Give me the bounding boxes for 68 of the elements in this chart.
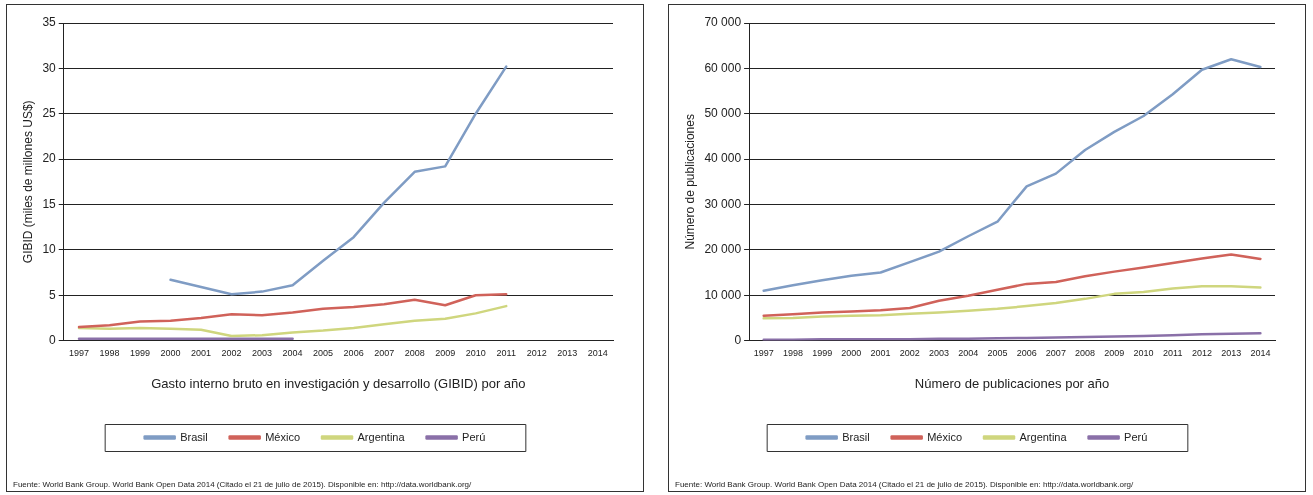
x-tick-label: 2003	[928, 348, 950, 359]
legend-label: México	[927, 430, 963, 443]
y-tick-label: 20 000	[704, 242, 742, 257]
x-tick-label: 2003	[252, 348, 273, 359]
y-tick-label: 25	[42, 106, 57, 121]
x-tick-label: 2004	[958, 348, 979, 359]
x-tick-label: 1998	[782, 348, 803, 359]
y-tick-label: 5	[49, 287, 57, 302]
x-tick-label: 2010	[1133, 348, 1154, 359]
y-axis-title: Número de publicaciones	[682, 114, 697, 250]
legend-label: Brasil	[842, 430, 870, 443]
text: World Bank Group. World Bank Open Data 2014 (Citado el 21 de julio de 2015). Disponible en: http://data.worldbank.org/	[42, 480, 472, 489]
x-tick-label: 2002	[221, 348, 242, 359]
x-tick-label: 2011	[496, 348, 516, 359]
y-tick-label: 10	[42, 242, 57, 257]
y-tick-label: 60 000	[704, 60, 742, 75]
x-tick-label: 2006	[343, 348, 364, 359]
x-tick-label: 2002	[899, 348, 920, 359]
x-tick-label: 2007	[374, 348, 395, 359]
x-tick-label: 2013	[557, 348, 578, 359]
legend-label: Argentina	[357, 430, 406, 443]
legend-label: Brasil	[180, 430, 208, 443]
legend-label: Perú	[462, 430, 486, 443]
y-tick-label: 15	[42, 196, 57, 211]
x-tick-label: 2014	[1250, 348, 1271, 359]
x-tick-label: 1999	[812, 348, 833, 359]
x-tick-label: 2013	[1221, 348, 1242, 359]
legend-label: Argentina	[1019, 430, 1068, 443]
x-tick-label: 2006	[1016, 348, 1037, 359]
y-tick-label: 50 000	[704, 106, 742, 121]
y-tick-label: 30 000	[704, 196, 742, 211]
x-tick-label: 2014	[587, 348, 608, 359]
x-tick-label: 2001	[191, 348, 212, 359]
y-tick-label: 35	[42, 15, 57, 30]
x-tick-label: 2012	[1191, 348, 1212, 359]
source-note: Fuente:	[675, 480, 703, 489]
y-tick-label: 0	[49, 332, 57, 347]
x-tick-label: 1998	[99, 348, 120, 359]
x-axis-title: Gasto interno bruto en investigación y desarrollo (GIBID) por año	[151, 375, 526, 391]
x-tick-label: 1997	[68, 348, 90, 359]
x-tick-label: 2009	[1104, 348, 1125, 359]
y-tick-label: 0	[734, 332, 742, 347]
x-tick-label: 2011	[1163, 348, 1183, 359]
x-tick-label: 2005	[987, 348, 1008, 359]
y-tick-label: 10 000	[704, 287, 742, 302]
x-axis-title: Número de publicaciones por año	[914, 375, 1110, 391]
x-tick-label: 2005	[313, 348, 334, 359]
y-tick-label: 70 000	[704, 15, 742, 30]
y-tick-label: 40 000	[704, 151, 742, 166]
x-tick-label: 2009	[435, 348, 456, 359]
text: World Bank Group. World Bank Open Data 2014 (Citado el 21 de julio de 2015). Disponible en: http://data.worldbank.org/	[704, 480, 1134, 489]
x-tick-label: 2001	[870, 348, 891, 359]
legend-label: Perú	[1124, 430, 1148, 443]
x-tick-label: 2008	[404, 348, 425, 359]
x-tick-label: 2012	[526, 348, 547, 359]
x-tick-label: 2008	[1075, 348, 1096, 359]
x-tick-label: 2000	[841, 348, 862, 359]
source-note: Fuente:	[13, 480, 41, 489]
x-tick-label: 2000	[160, 348, 181, 359]
legend-label: México	[265, 430, 301, 443]
x-tick-label: 2010	[465, 348, 486, 359]
x-tick-label: 1999	[130, 348, 151, 359]
y-axis-title: GIBID (miles de millones US$)	[20, 100, 35, 264]
y-tick-label: 20	[42, 151, 57, 166]
x-tick-label: 2007	[1045, 348, 1066, 359]
y-tick-label: 30	[42, 60, 57, 75]
x-tick-label: 2004	[282, 348, 303, 359]
x-tick-label: 1997	[753, 348, 774, 359]
